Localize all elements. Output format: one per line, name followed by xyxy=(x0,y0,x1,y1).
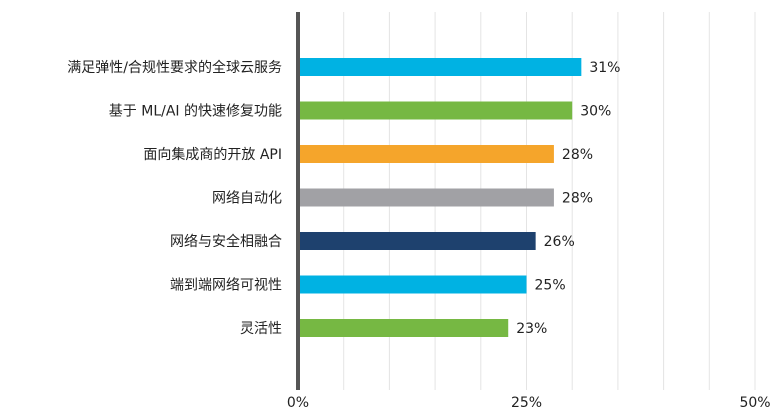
bar xyxy=(298,319,509,337)
y-tick-label: 端到端网络可视性 xyxy=(170,278,282,294)
value-label: 28% xyxy=(562,147,593,163)
y-tick-label: 网络与安全相融合 xyxy=(170,233,282,250)
bar xyxy=(298,188,554,207)
y-tick-label: 满足弹性/合规性要求的全球云服务 xyxy=(67,59,282,76)
bar xyxy=(298,58,582,76)
x-tick-label: 0% xyxy=(287,395,309,411)
bar xyxy=(298,232,536,250)
bar xyxy=(298,145,554,163)
value-label: 26% xyxy=(544,234,575,250)
bar xyxy=(298,101,573,120)
y-tick-label: 网络自动化 xyxy=(212,191,282,207)
bar xyxy=(298,275,527,294)
value-label: 25% xyxy=(535,278,566,294)
y-tick-label: 面向集成商的开放 API xyxy=(143,146,282,163)
y-tick-label: 基于 ML/AI 的快速修复功能 xyxy=(109,103,282,120)
value-label: 28% xyxy=(562,191,593,207)
x-tick-label: 25% xyxy=(511,395,542,411)
x-tick-label: 50% xyxy=(739,395,770,411)
value-label: 31% xyxy=(589,60,620,76)
y-tick-label: 灵活性 xyxy=(240,321,282,337)
value-label: 23% xyxy=(516,321,547,337)
value-label: 30% xyxy=(580,104,611,120)
